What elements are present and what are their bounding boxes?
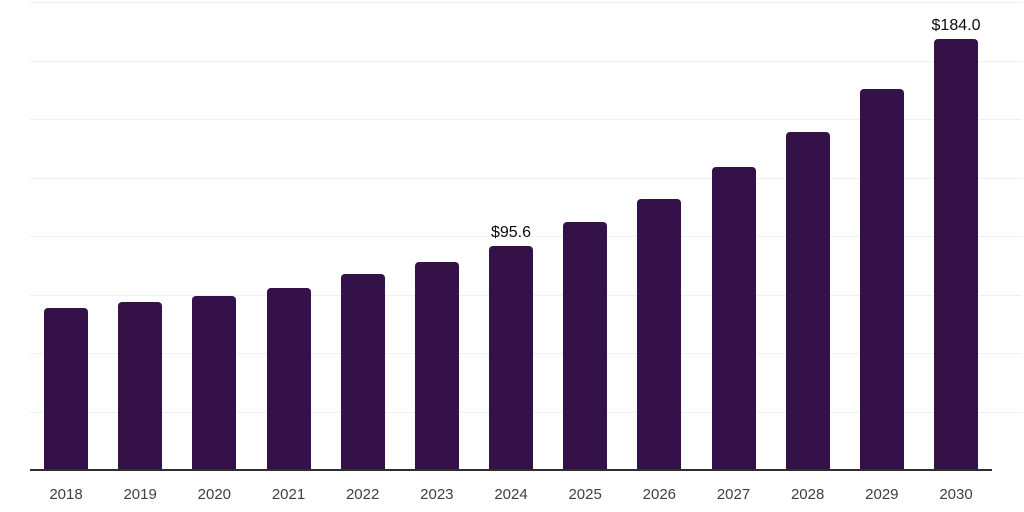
bar-2029 (859, 89, 904, 470)
bar-2020 (192, 295, 237, 470)
data-label-2024: $95.6 (490, 224, 532, 242)
x-tick-label-2026: 2026 (642, 486, 677, 503)
gridline-175 (30, 60, 1022, 62)
bar-2025 (563, 222, 608, 470)
x-tick-label-2019: 2019 (123, 486, 157, 503)
plot-area: $95.6 $184.0 (30, 2, 1022, 470)
x-tick-label-2025: 2025 (568, 486, 602, 503)
x-tick-label-2030: 2030 (939, 486, 973, 503)
bar-2028 (785, 132, 830, 470)
gridline-150 (30, 119, 1022, 120)
bar-2026 (637, 198, 682, 470)
x-tick-label-2029: 2029 (865, 486, 899, 503)
bar-2021 (266, 287, 311, 470)
bar-2022 (340, 274, 385, 470)
x-axis-line (30, 469, 992, 471)
gridline-125 (30, 177, 1022, 179)
x-tick-label-2024: 2024 (494, 486, 528, 503)
bar-2023 (414, 261, 459, 470)
x-tick-label-2027: 2027 (716, 486, 751, 503)
bar-2024 (489, 246, 533, 470)
x-tick-label-2023: 2023 (420, 486, 454, 503)
gridline-200 (30, 2, 1022, 3)
bar-2018 (44, 308, 88, 470)
data-label-2030: $184.0 (931, 17, 981, 35)
x-tick-label-2018: 2018 (49, 486, 83, 503)
bar-2030 (934, 39, 978, 470)
x-tick-label-2022: 2022 (345, 486, 380, 503)
bar-2027 (711, 167, 756, 470)
gridline-100 (30, 236, 1022, 237)
x-tick-label-2021: 2021 (271, 486, 306, 503)
bar-2019 (118, 301, 163, 470)
x-tick-label-2028: 2028 (790, 486, 825, 503)
x-tick-label-2020: 2020 (197, 486, 232, 503)
